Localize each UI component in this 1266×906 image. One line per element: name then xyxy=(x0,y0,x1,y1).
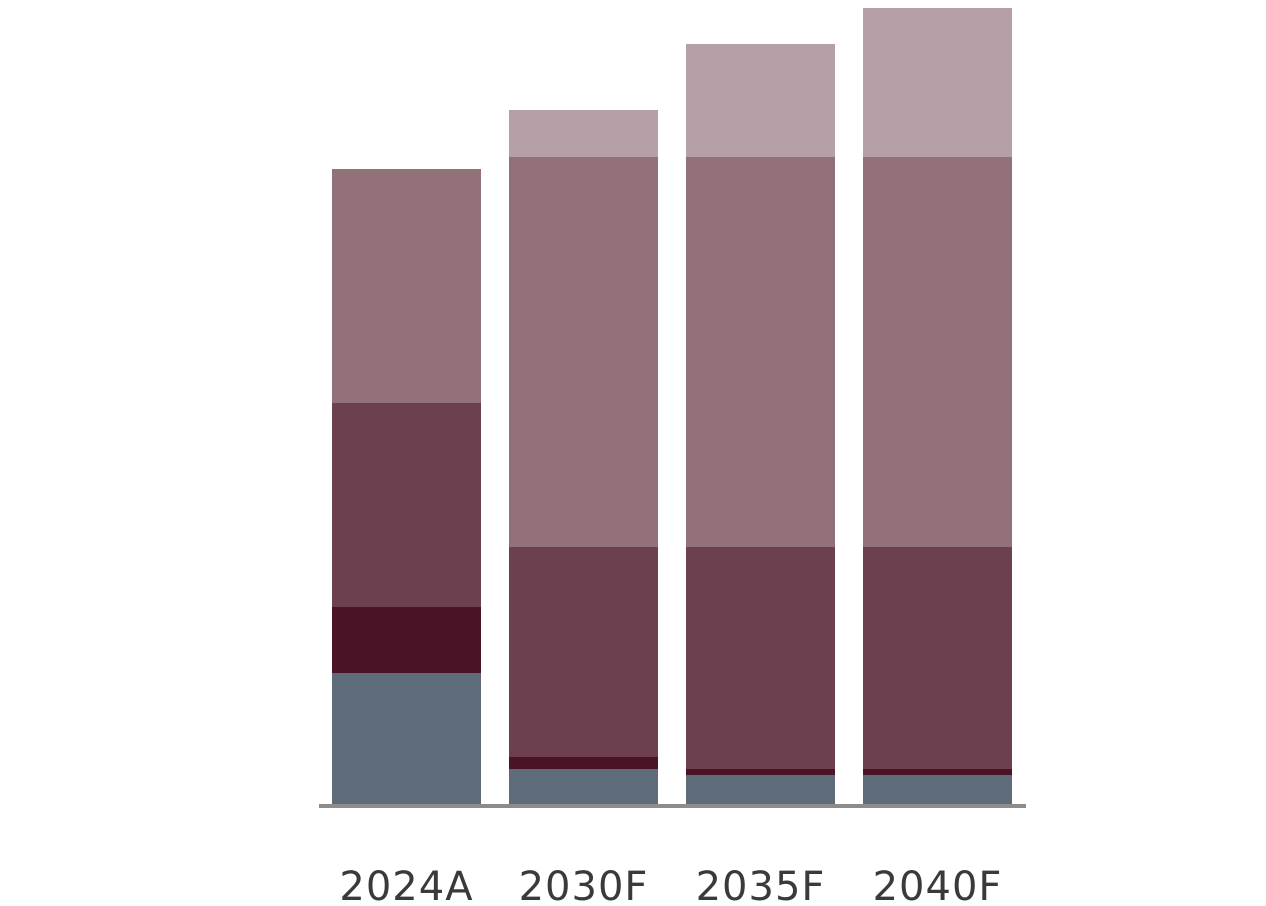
bar-segment-2035F-s1 xyxy=(686,769,835,775)
bar-segment-2030F-s3 xyxy=(509,157,658,547)
bar-segment-2030F-s1 xyxy=(509,757,658,769)
bar-segment-2035F-s4 xyxy=(686,44,835,157)
category-labels: 2024A 2030F 2035F 2040F xyxy=(339,864,1003,906)
bar-segment-2024A-s0 xyxy=(332,673,481,804)
x-tick-label-2040F: 2040F xyxy=(873,864,1003,906)
x-tick-label-2030F: 2030F xyxy=(519,864,649,906)
bar-segment-2035F-s3 xyxy=(686,157,835,547)
bar-segment-2035F-s0 xyxy=(686,775,835,804)
bar-segment-2040F-s4 xyxy=(863,8,1012,157)
bar-segment-2024A-s3 xyxy=(332,169,481,403)
bar-segment-2035F-s2 xyxy=(686,547,835,769)
bar-segment-2040F-s1 xyxy=(863,769,1012,775)
bar-segment-2024A-s1 xyxy=(332,607,481,673)
x-tick-label-2024A: 2024A xyxy=(339,864,473,906)
bar-segment-2040F-s3 xyxy=(863,157,1012,547)
bar-segment-2040F-s0 xyxy=(863,775,1012,804)
bar-segment-2030F-s4 xyxy=(509,110,658,157)
bar-segment-2030F-s0 xyxy=(509,769,658,804)
bars-layer xyxy=(332,8,1012,804)
x-tick-label-2035F: 2035F xyxy=(696,864,826,906)
bar-segment-2040F-s2 xyxy=(863,547,1012,769)
bar-segment-2024A-s2 xyxy=(332,403,481,607)
bar-segment-2030F-s2 xyxy=(509,547,658,757)
